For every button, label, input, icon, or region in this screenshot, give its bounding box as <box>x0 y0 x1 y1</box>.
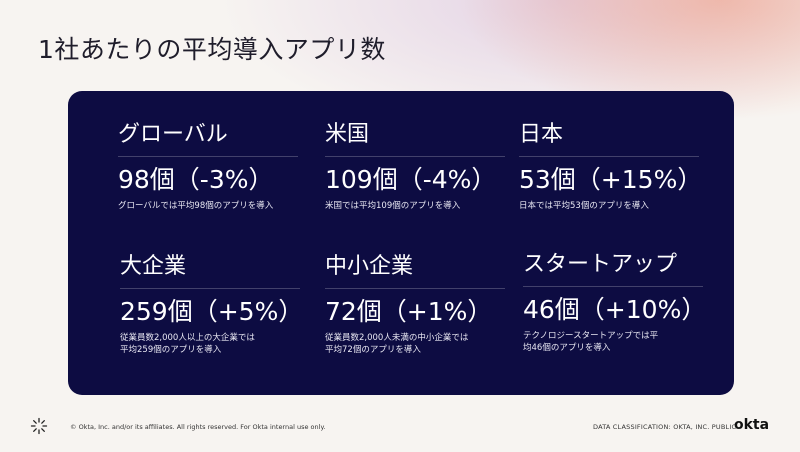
stat-value: 53個（+15%） <box>519 165 703 194</box>
stat-card-smb: 中小企業 72個（+1%） 従業員数2,000人未満の中小企業では 平均72個の… <box>325 253 510 356</box>
divider <box>120 288 300 289</box>
stat-card-us: 米国 109個（-4%） 米国では平均109個のアプリを導入 <box>325 121 510 212</box>
okta-sunburst-icon <box>30 417 48 435</box>
stat-label: 日本 <box>519 122 564 147</box>
divider <box>519 156 699 157</box>
footer-copyright: © Okta, Inc. and/or its affiliates. All … <box>70 423 326 431</box>
stats-panel: グローバル 98個（-3%） グローバルでは平均98個のアプリを導入 米国 10… <box>68 91 734 395</box>
stat-description: 日本では平均53個のアプリを導入 <box>519 201 649 211</box>
stat-description: 従業員数2,000人未満の中小企業では 平均72個のアプリを導入 <box>325 333 469 355</box>
stat-value: 46個（+10%） <box>523 295 707 324</box>
brand-logo: okta <box>734 417 770 433</box>
stat-value: 259個（+5%） <box>120 297 304 326</box>
stat-card-startup: スタートアップ 46個（+10%） テクノロジースタートアップでは平 均46個の… <box>523 251 718 354</box>
stat-description: グローバルでは平均98個のアプリを導入 <box>118 201 274 211</box>
stat-label: 中小企業 <box>325 254 414 279</box>
stat-card-enterprise: 大企業 259個（+5%） 従業員数2,000人以上の大企業では 平均259個の… <box>120 253 305 356</box>
stat-label: グローバル <box>118 122 228 147</box>
stat-value: 98個（-3%） <box>118 165 274 194</box>
stat-description: 従業員数2,000人以上の大企業では 平均259個のアプリを導入 <box>120 333 255 355</box>
stat-card-japan: 日本 53個（+15%） 日本では平均53個のアプリを導入 <box>519 121 714 212</box>
divider <box>325 156 505 157</box>
stat-label: 米国 <box>325 122 370 147</box>
stat-value: 72個（+1%） <box>325 297 493 326</box>
page-title: 1社あたりの平均導入アプリ数 <box>38 35 386 64</box>
stat-value: 109個（-4%） <box>325 165 497 194</box>
divider <box>325 288 505 289</box>
stat-label: 大企業 <box>120 254 187 279</box>
stat-label: スタートアップ <box>523 252 678 277</box>
stat-card-global: グローバル 98個（-3%） グローバルでは平均98個のアプリを導入 <box>118 121 303 212</box>
stat-description: 米国では平均109個のアプリを導入 <box>325 201 461 211</box>
divider <box>523 286 703 287</box>
divider <box>118 156 298 157</box>
footer-classification: DATA CLASSIFICATION: OKTA, INC. PUBLIC <box>593 423 737 431</box>
stat-description: テクノロジースタートアップでは平 均46個のアプリを導入 <box>523 331 659 353</box>
